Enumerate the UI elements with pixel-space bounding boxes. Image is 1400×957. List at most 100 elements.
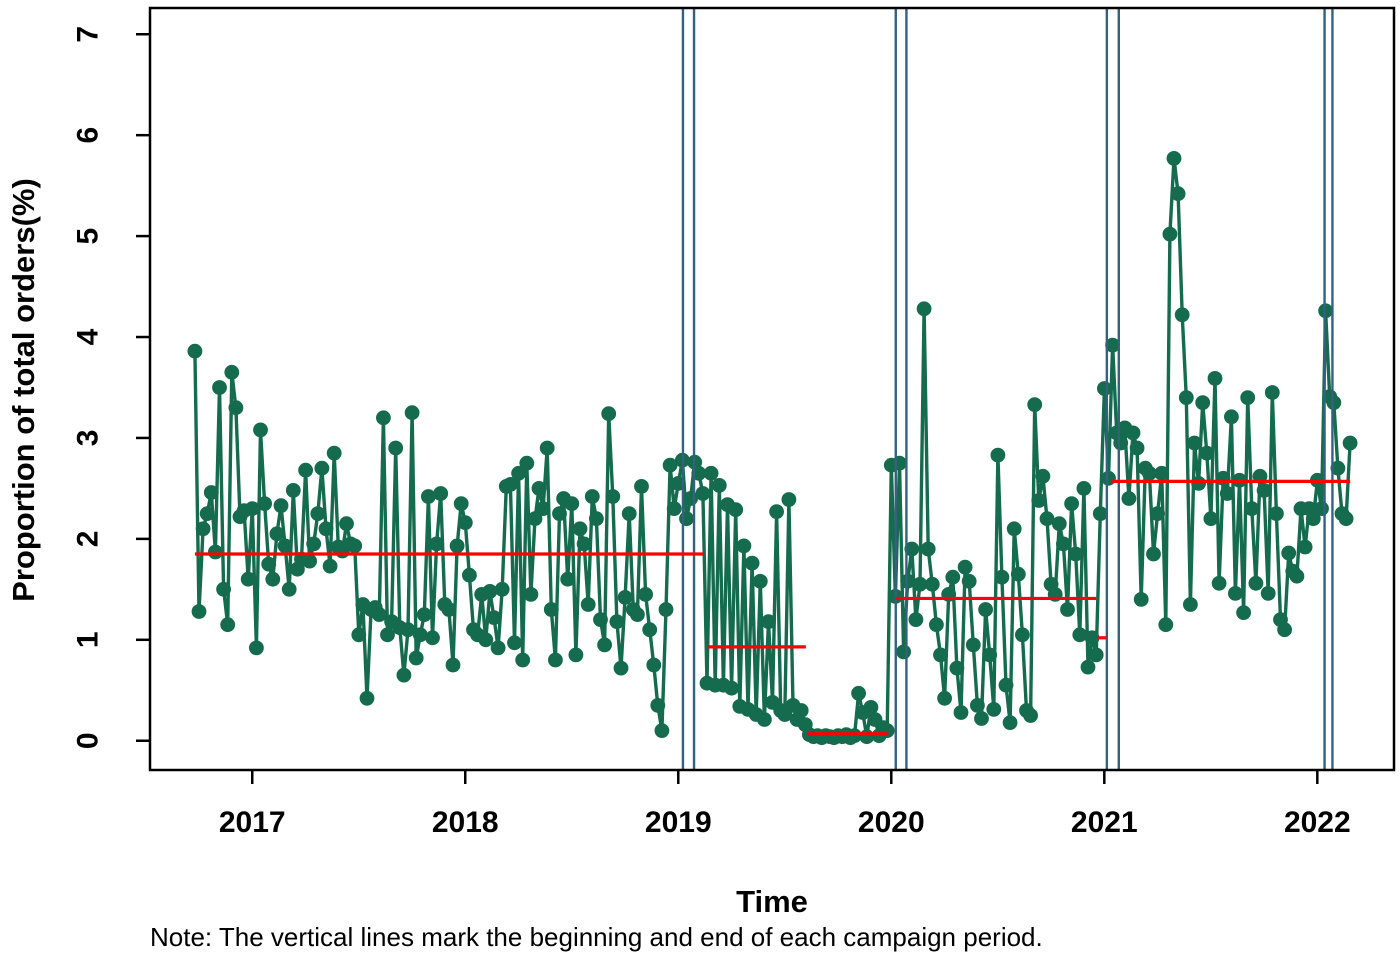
series-point [1195,395,1211,410]
series-point [187,343,203,359]
series-point [416,607,432,622]
series-point [1039,511,1055,527]
series-point [208,544,223,560]
series-point [924,576,940,592]
series-point [191,604,207,619]
series-point [347,538,363,554]
series-point [539,440,555,456]
series-point [1178,390,1194,405]
plot-frame [148,6,1396,772]
series-point [1072,627,1088,643]
series-point [1146,546,1161,562]
series-point [584,489,600,504]
series-point [658,602,674,617]
series-point [1224,409,1239,425]
series-point [679,511,694,527]
series-point [597,637,612,653]
series-point [1240,390,1256,405]
chart-plot-area: 0 1 2 3 4 5 6 7 2017 2018 2019 2020 2021 2022 [72,6,1396,839]
series-point [851,685,866,701]
series-point [535,501,551,516]
series-point [482,584,498,599]
series-point [990,447,1006,463]
series-point [1305,511,1321,527]
series-point [601,406,617,422]
series-point [302,553,317,569]
series-point [1326,395,1342,410]
x-axis-title: Time [736,884,808,919]
series-point [249,640,264,656]
series-point [1207,371,1223,386]
series-point [224,364,240,380]
series-point [273,498,289,513]
series-point [314,460,330,476]
series-point [613,660,629,676]
series-point [1023,708,1038,723]
series-point [523,587,539,602]
series-point [507,635,522,651]
series-point [310,506,326,521]
series-point [220,617,236,633]
series-point [1068,546,1084,562]
series-point [711,478,727,493]
series-point [793,703,809,718]
series-point [486,610,502,625]
series-point [781,492,797,507]
series-point [957,559,973,575]
series-point [593,612,608,627]
y-tick-label: 2 [72,531,105,548]
series-point [1154,465,1170,481]
series-point [1166,151,1182,166]
series-point [494,581,510,597]
series-point [457,515,473,531]
series-point [998,677,1014,693]
series-point [978,602,993,617]
series-point [1187,435,1202,451]
series-point [1035,468,1051,484]
series-point [621,506,637,521]
series-point [904,541,920,557]
series-point [1174,307,1190,323]
series-point [863,700,879,715]
series-point [298,462,313,478]
series-point [736,538,752,554]
series-point [277,538,293,554]
series-point [326,445,342,461]
series-point [1076,481,1092,496]
series-point [953,705,969,720]
series-point [695,486,711,501]
series-point [404,405,420,421]
x-tick-label: 2020 [858,806,925,839]
series-point [1183,597,1198,612]
y-tick-label: 5 [72,228,105,245]
series-point [527,511,543,527]
series-point [572,521,588,537]
series-point [1150,506,1165,521]
series-point [1277,622,1292,638]
series-point [261,556,277,572]
series-point [1129,440,1145,456]
series-point [195,521,211,537]
series-point [1142,465,1157,481]
series-point [371,607,387,622]
series-point [630,607,645,622]
series-point [515,652,531,668]
series-point [728,502,744,517]
series-point [212,380,227,395]
series-point [1330,460,1346,476]
series-point [1084,630,1100,646]
series-point [1125,425,1141,441]
series-point [425,630,440,646]
series-point [1051,516,1067,532]
series-point [912,576,928,592]
series-point [1211,575,1227,591]
series-point [285,483,301,498]
series-point [1342,435,1358,451]
series-point [1015,627,1030,643]
series-point [769,504,784,519]
series-point [531,481,547,496]
series-point [724,680,739,696]
series-point [1088,647,1104,663]
series-point [548,652,563,668]
